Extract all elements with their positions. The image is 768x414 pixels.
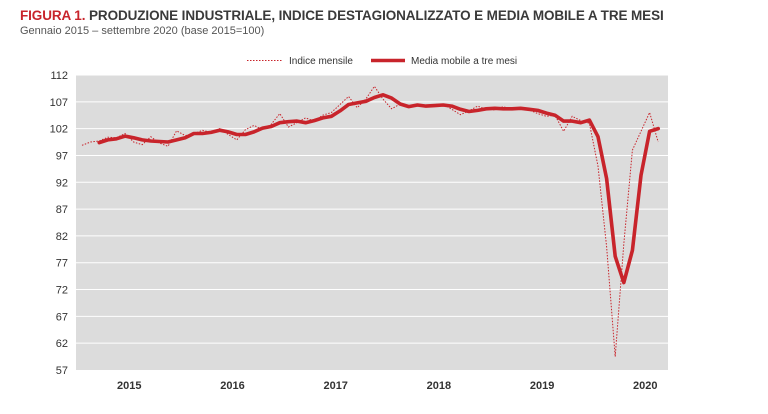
legend-label-media-mobile: Media mobile a tre mesi (411, 56, 517, 67)
x-tick-label: 2018 (427, 380, 451, 392)
y-tick-label: 102 (50, 124, 68, 136)
figure-subtitle: Gennaio 2015 – settembre 2020 (base 2015… (20, 25, 265, 37)
grid-lines (76, 74, 668, 344)
y-tick-label: 72 (56, 285, 68, 297)
legend: Indice mensile Media mobile a tre mesi (233, 51, 535, 70)
x-tick-label: 2017 (323, 380, 347, 392)
y-tick-label: 57 (56, 365, 68, 377)
series-lines (81, 85, 660, 357)
x-axis: 2015 2016 2017 2018 2019 2020 (117, 380, 657, 392)
x-tick-label: 2019 (530, 380, 554, 392)
series-line-indice-mensile (81, 85, 659, 357)
x-tick-label: 2020 (633, 380, 657, 392)
y-tick-label: 82 (56, 231, 68, 243)
y-tick-label: 97 (56, 150, 68, 162)
figure-header: FIGURA 1. PRODUZIONE INDUSTRIALE, INDICE… (20, 8, 664, 37)
legend-label-indice-mensile: Indice mensile (289, 56, 353, 67)
x-tick-label: 2016 (220, 380, 244, 392)
y-tick-label: 77 (56, 258, 68, 270)
figure-label: FIGURA 1. (20, 8, 86, 23)
figure-title: FIGURA 1. PRODUZIONE INDUSTRIALE, INDICE… (20, 8, 664, 23)
y-axis: 57 62 67 72 77 82 87 92 97 102 107 112 (50, 70, 68, 377)
x-tick-label: 2015 (117, 380, 141, 392)
y-tick-label: 112 (50, 70, 68, 82)
figure-title-text: PRODUZIONE INDUSTRIALE, INDICE DESTAGION… (89, 8, 664, 23)
y-tick-label: 92 (56, 177, 68, 189)
y-tick-label: 62 (56, 338, 68, 350)
y-tick-label: 67 (56, 311, 68, 323)
plot-area (76, 75, 668, 370)
y-tick-label: 87 (56, 204, 68, 216)
y-tick-label: 107 (50, 97, 68, 109)
